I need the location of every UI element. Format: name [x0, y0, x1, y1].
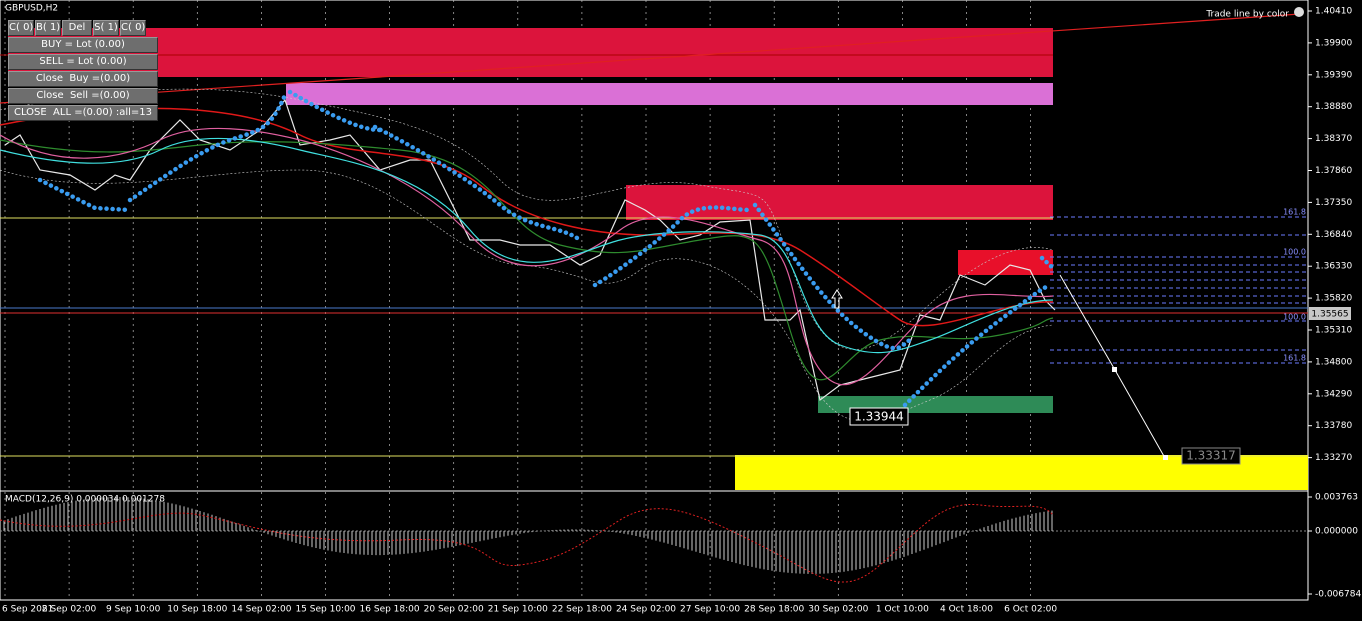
zone [286, 83, 1053, 105]
grid [4, 0, 1031, 600]
time-tick-label: 10 Sep 18:00 [167, 605, 227, 615]
panel-button[interactable]: S( 1) [93, 20, 119, 36]
parabolic-sar [37, 89, 1056, 408]
panel-button[interactable]: Close Sell =(0.00) [8, 88, 158, 104]
target-price-label: 1.33317 [1186, 449, 1236, 463]
current-price: 1.35565 [1311, 310, 1348, 320]
zone [958, 250, 1053, 275]
price-tick-label: 1.40410 [1315, 7, 1352, 17]
envelope [0, 88, 1054, 350]
panel-button[interactable]: BUY = Lot (0.00) [8, 37, 158, 53]
time-tick-label: 4 Oct 18:00 [940, 605, 993, 615]
price-label-box [1181, 447, 1241, 465]
panel-button[interactable]: Del [62, 20, 92, 36]
panel-button[interactable]: C( 0) [120, 20, 146, 36]
time-tick-label: 22 Sep 18:00 [552, 605, 612, 615]
macd-tick-label: -0.006784 [1315, 590, 1361, 600]
projection-node [1112, 367, 1117, 372]
macd-histogram [3, 497, 1053, 574]
price-tick-label: 1.35820 [1315, 294, 1352, 304]
time-tick-label: 6 Oct 02:00 [1004, 605, 1057, 615]
envelope [0, 169, 1054, 422]
price-tick-label: 1.38370 [1315, 134, 1352, 144]
price-label-box [849, 407, 909, 426]
time-tick-label: 16 Sep 18:00 [360, 605, 420, 615]
panel-button[interactable]: Close Buy =(0.00) [8, 71, 158, 87]
macd-tick-label: 0.003763 [1315, 493, 1358, 503]
time-tick-label: 9 Sep 10:00 [106, 605, 161, 615]
time-tick-label: 6 Sep 2021 [2, 605, 53, 615]
macd-signal [0, 503, 1054, 583]
time-tick-label: 1 Oct 10:00 [876, 605, 929, 615]
time-tick-label: 20 Sep 02:00 [424, 605, 484, 615]
projection-node [1163, 455, 1168, 460]
time-tick-label: 24 Sep 02:00 [616, 605, 676, 615]
price-tick-label: 1.39390 [1315, 70, 1352, 80]
moving-average [0, 127, 1054, 386]
time-tick-label: 27 Sep 10:00 [680, 605, 740, 615]
time-tick-label: 30 Sep 02:00 [808, 605, 868, 615]
supply-zone [8, 28, 1053, 77]
price-tick-label: 1.37350 [1315, 198, 1352, 208]
trade-line-label: Trade line by color [1205, 10, 1289, 20]
price-tick-label: 1.38880 [1315, 102, 1352, 112]
price-candles [4, 98, 1056, 402]
panel-button[interactable]: SELL = Lot (0.00) [8, 54, 158, 70]
price-tick-label: 1.33270 [1315, 453, 1352, 463]
price-tick-label: 1.34290 [1315, 389, 1352, 399]
price-tick-label: 1.35310 [1315, 326, 1352, 336]
fibo [1050, 216, 1308, 364]
price-tick-label: 1.34800 [1315, 357, 1352, 367]
supply-zone [626, 185, 1053, 220]
current-price-box [1309, 307, 1351, 320]
trend-line [0, 13, 1301, 104]
moving-average [0, 137, 1054, 354]
fib-label: 161.8 [1283, 208, 1306, 217]
price-tick-label: 1.33780 [1315, 421, 1352, 431]
time-tick-label: 15 Sep 10:00 [295, 605, 355, 615]
price-tick-label: 1.37860 [1315, 166, 1352, 176]
panel-button[interactable]: B( 1) [35, 20, 61, 36]
price-tick-label: 1.39900 [1315, 38, 1352, 48]
icon [1294, 7, 1304, 17]
price-tick-label: 1.36330 [1315, 262, 1352, 272]
fib-label: 100.0 [1283, 248, 1306, 257]
time-tick-label: 8 Sep 02:00 [42, 605, 97, 615]
panel-button[interactable]: CLOSE ALL =(0.00) :all=13 [8, 105, 158, 121]
macd-label: MACD(12,26,9) 0.000034 0.001278 [5, 495, 165, 505]
arrow-icon [831, 289, 843, 309]
moving-average [0, 139, 1054, 381]
price-tick-label: 1.36840 [1315, 230, 1352, 240]
fib-label: 161.8 [1283, 354, 1306, 363]
time-tick-label: 28 Sep 18:00 [744, 605, 804, 615]
fib-label: 100.0 [1283, 313, 1306, 322]
time-tick-label: 14 Sep 02:00 [231, 605, 291, 615]
panel-button[interactable]: C( 0) [8, 20, 34, 36]
low-price-label: 1.33944 [854, 410, 904, 424]
symbol-label: GBPUSD,H2 [5, 4, 58, 14]
time-tick-label: 21 Sep 10:00 [488, 605, 548, 615]
macd-tick-label: 0.000000 [1315, 527, 1358, 537]
